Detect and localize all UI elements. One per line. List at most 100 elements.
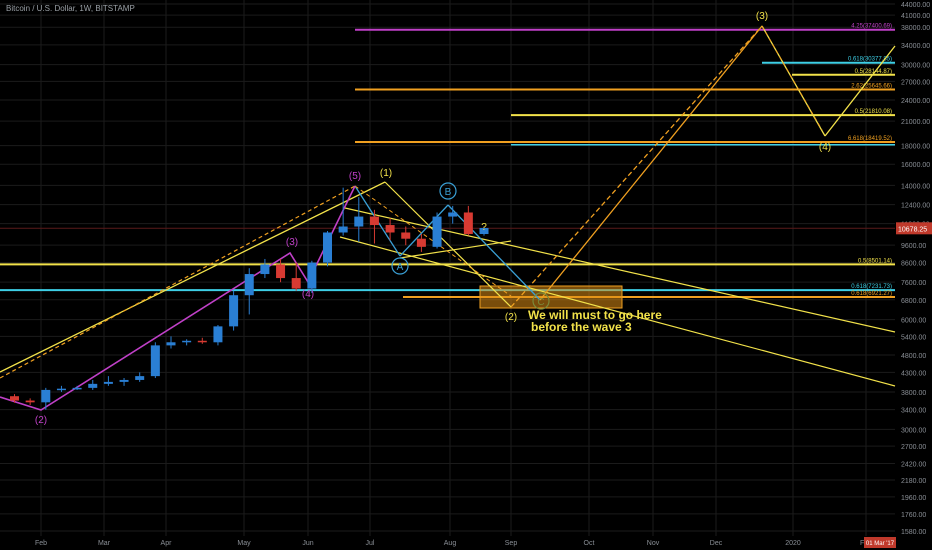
y-tick-label: 6800.00 xyxy=(901,298,926,305)
y-tick-label: 3800.00 xyxy=(901,390,926,397)
price-axis: 44000.00 41000.00 38000.00 34000.00 30000.00… xyxy=(896,2,932,536)
x-tick-label: Apr xyxy=(161,540,173,547)
y-tick-label: 12400.00 xyxy=(901,203,930,210)
candle-body xyxy=(323,232,332,263)
candle-body xyxy=(197,340,207,343)
candle-body xyxy=(41,389,51,403)
candle-body xyxy=(10,396,19,401)
price-tag xyxy=(896,222,932,235)
y-tick-label: 21000.00 xyxy=(901,119,930,126)
candle-body xyxy=(385,225,395,233)
drawings xyxy=(0,25,896,411)
candle-body xyxy=(150,345,160,377)
wave-label: (4) xyxy=(302,289,314,300)
trend-line xyxy=(0,185,356,379)
wave-circle xyxy=(532,292,550,310)
candle-body xyxy=(291,278,301,289)
y-tick-label: 6000.00 xyxy=(901,318,926,325)
y-tick-label: 34000.00 xyxy=(901,43,930,50)
y-tick-label: 30000.00 xyxy=(901,63,930,70)
trend-line xyxy=(539,25,763,301)
x-tick-label: Nov xyxy=(647,540,660,547)
trend-line xyxy=(0,181,386,373)
fib-level-label: 0.5(21810.08) xyxy=(855,109,892,115)
trend-line xyxy=(399,204,449,257)
fib-level-label: 0.618(6921.27) xyxy=(851,291,892,297)
y-tick-label: 2700.00 xyxy=(901,444,926,451)
wave-label: ? xyxy=(481,222,487,233)
grid xyxy=(0,0,895,536)
candle-body xyxy=(448,212,458,217)
candle-body xyxy=(276,264,286,279)
candle-body xyxy=(338,226,348,233)
trend-line xyxy=(761,25,823,131)
wave-circle xyxy=(391,257,409,275)
fib-level-label: 6.618(18419.52) xyxy=(848,136,892,142)
trend-line xyxy=(354,185,512,297)
wave-label: (3) xyxy=(756,11,768,22)
trend-line xyxy=(510,25,763,308)
x-tick-label: Sep xyxy=(505,540,518,547)
price-tag-label: 10678.25 xyxy=(898,226,927,233)
y-tick-label: 1960.00 xyxy=(901,495,926,502)
candle-body xyxy=(229,295,239,327)
y-tick-label: 24000.00 xyxy=(901,98,930,105)
wave-label: (1) xyxy=(380,168,392,179)
fib-level-label: 0.5(28144.87) xyxy=(855,69,892,75)
fib-level-label: 2.62(25645.66) xyxy=(851,84,892,90)
y-tick-label: 41000.00 xyxy=(901,13,930,20)
chart-title: Bitcoin / U.S. Dollar, 1W, BITSTAMP xyxy=(6,4,135,13)
trend-line xyxy=(447,204,541,301)
y-tick-label: 18000.00 xyxy=(901,144,930,151)
candle-body xyxy=(369,216,379,226)
x-tick-label: 2020 xyxy=(785,540,801,547)
y-tick-label: 1760.00 xyxy=(901,512,926,519)
wave-label: A xyxy=(397,262,404,273)
candles xyxy=(10,187,489,410)
y-tick-label: 27000.00 xyxy=(901,79,930,86)
wave-circle xyxy=(439,182,457,200)
candle-body xyxy=(244,274,254,296)
date-tag xyxy=(864,537,896,548)
wave-label: B xyxy=(445,187,452,198)
date-tag-label: 01 Mar '17 xyxy=(866,541,895,547)
candle-body xyxy=(56,388,66,391)
x-tick-label: Dec xyxy=(710,540,723,547)
candle-body xyxy=(103,381,113,384)
candle-body xyxy=(463,212,473,235)
y-tick-label: 2420.00 xyxy=(901,461,926,468)
candle-body xyxy=(72,387,82,390)
y-tick-label: 16000.00 xyxy=(901,162,930,169)
wave-labels: (2) (3) (4) (5) (1) A B C? (2) (3) (4) We will must… xyxy=(35,11,831,426)
y-tick-label: 3000.00 xyxy=(901,427,926,434)
fib-level-label: 0.618(7231.73) xyxy=(851,284,892,290)
y-tick-label: 44000.00 xyxy=(901,2,930,9)
candle-body xyxy=(135,376,145,380)
candle-body xyxy=(479,227,489,235)
x-tick-label: May xyxy=(237,540,251,547)
candle-body xyxy=(182,340,192,343)
x-tick-label: Feb xyxy=(35,540,47,547)
wave-label: (5) xyxy=(349,171,361,182)
x-tick-label: Jun xyxy=(302,540,313,547)
y-tick-label: 1580.00 xyxy=(901,529,926,536)
fib-level-label: 0.5(8501.14) xyxy=(858,258,892,264)
x-tick-label: Mar xyxy=(98,540,111,547)
trend-line xyxy=(339,236,896,387)
candle-body xyxy=(354,216,364,227)
x-tick-label: Aug xyxy=(444,540,457,547)
trend-line xyxy=(384,181,512,308)
candle-body xyxy=(213,326,223,343)
candle-body xyxy=(166,342,176,346)
wave-label: (2) xyxy=(505,312,517,323)
candle-body xyxy=(88,383,98,388)
wave-label: (4) xyxy=(819,142,831,153)
y-tick-label: 4300.00 xyxy=(901,370,926,377)
x-tick-label: Oct xyxy=(584,540,595,547)
candle-body xyxy=(432,216,442,247)
y-tick-label: 7600.00 xyxy=(901,280,926,287)
candle-body xyxy=(119,379,129,382)
y-tick-label: 5400.00 xyxy=(901,334,926,341)
fib-level-label: 0.618(30377.85) xyxy=(848,57,892,63)
